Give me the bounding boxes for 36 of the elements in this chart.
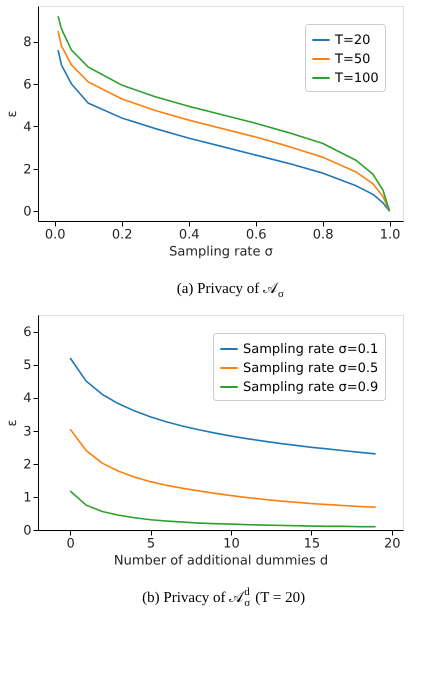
x-tick-label: 15: [304, 536, 320, 552]
x-axis-title: Number of additional dummies d: [114, 554, 328, 568]
y-tick-label: 1: [23, 490, 32, 506]
legend-label: T=100: [334, 71, 379, 86]
x-axis-title: Sampling rate σ: [169, 244, 273, 260]
y-tick-label: 8: [23, 35, 32, 50]
y-axis-title: ε: [5, 419, 20, 427]
x-tick-label: 0: [66, 536, 75, 552]
y-tick-label: 2: [23, 457, 32, 472]
legend-label: Sampling rate σ=0.9: [243, 380, 378, 395]
y-tick-label: 2: [23, 162, 32, 178]
y-tick-label: 3: [23, 424, 32, 440]
y-tick-label: 4: [23, 120, 32, 135]
line-series: [69, 357, 376, 455]
y-tick-label: 4: [23, 391, 32, 406]
legend-label: Sampling rate σ=0.5: [243, 361, 378, 376]
y-tick-label: 6: [23, 325, 32, 340]
x-tick-label: 5: [146, 536, 156, 552]
legend-label: T=20: [334, 33, 370, 48]
legend-label: T=50: [334, 52, 370, 67]
y-tick-label: 0: [23, 204, 32, 220]
y-axis-title: ε: [5, 110, 20, 118]
x-tick-label: 0.2: [112, 228, 133, 242]
x-tick-label: 0.8: [312, 228, 334, 242]
x-tick-label: 20: [384, 536, 401, 552]
y-tick-label: 5: [23, 358, 32, 374]
y-tick-label: 6: [23, 78, 32, 93]
x-tick-label: 1.0: [380, 228, 400, 242]
legend-label: Sampling rate σ=0.1: [243, 342, 378, 357]
line-series: [69, 490, 376, 528]
x-tick-label: 0.4: [178, 228, 200, 242]
x-tick-label: 0.6: [246, 228, 267, 242]
x-tick-label: 10: [223, 536, 240, 552]
x-tick-label: 0.0: [44, 228, 66, 242]
y-tick-label: 0: [23, 524, 32, 538]
line-series: [69, 428, 376, 508]
